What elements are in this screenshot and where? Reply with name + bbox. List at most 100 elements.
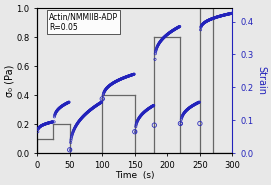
Point [83, 112, 88, 115]
Point [109, 83, 113, 86]
Point [209, 17, 214, 20]
Point [156, 44, 160, 47]
Point [188, 106, 193, 109]
Point [44, 122, 48, 125]
Point [214, 16, 218, 19]
Point [83, 113, 87, 116]
Point [227, 12, 231, 15]
Point [77, 120, 81, 123]
Point [64, 102, 68, 105]
Point [162, 36, 166, 39]
Point [78, 118, 82, 121]
Point [159, 39, 163, 42]
Point [219, 14, 223, 17]
Point [229, 12, 234, 15]
Point [60, 104, 64, 107]
Point [62, 103, 66, 106]
Point [55, 110, 59, 112]
Point [188, 106, 192, 109]
Point [86, 110, 90, 113]
Point [157, 41, 162, 44]
Point [50, 120, 54, 123]
Point [163, 35, 167, 38]
Point [163, 34, 168, 37]
Point [150, 105, 154, 108]
Y-axis label: σ₀ (Pa): σ₀ (Pa) [5, 65, 15, 97]
Point [105, 87, 109, 90]
Point [207, 18, 211, 21]
Point [51, 120, 55, 123]
Point [185, 108, 189, 111]
Point [104, 88, 108, 91]
Point [58, 106, 63, 109]
Point [86, 111, 90, 114]
Point [134, 124, 138, 127]
Point [53, 112, 58, 115]
Point [97, 102, 101, 105]
Point [159, 40, 163, 43]
Point [122, 76, 126, 79]
Point [212, 17, 216, 20]
Point [135, 120, 140, 123]
Point [78, 119, 82, 122]
Point [101, 97, 105, 100]
Point [130, 73, 135, 76]
Point [128, 74, 133, 77]
Point [199, 26, 203, 29]
Point [190, 104, 195, 107]
Point [96, 102, 101, 105]
Point [85, 111, 90, 114]
Point [111, 82, 115, 85]
Point [218, 15, 222, 18]
Point [132, 73, 136, 76]
Point [163, 35, 167, 38]
Point [165, 33, 169, 36]
Point [215, 15, 220, 18]
Point [56, 108, 60, 111]
Point [89, 108, 93, 111]
Point [193, 103, 198, 106]
Point [118, 78, 122, 81]
Point [151, 104, 156, 107]
Point [100, 97, 104, 100]
Point [157, 42, 161, 45]
Point [62, 103, 67, 106]
Point [148, 106, 153, 109]
Point [76, 120, 81, 123]
Point [205, 19, 210, 22]
Point [82, 114, 86, 117]
Point [94, 104, 98, 107]
Point [41, 123, 45, 126]
Point [167, 31, 172, 34]
Point [124, 75, 128, 78]
Point [220, 14, 224, 17]
Point [56, 108, 60, 111]
Point [149, 105, 154, 108]
Point [114, 80, 118, 83]
Point [217, 15, 221, 18]
Point [166, 32, 171, 35]
Point [94, 104, 99, 107]
Point [107, 85, 111, 88]
Point [136, 118, 140, 121]
Point [179, 118, 183, 121]
Point [71, 130, 75, 133]
Point [225, 13, 229, 16]
Point [120, 77, 125, 80]
Point [70, 134, 74, 137]
Point [99, 101, 103, 104]
Point [149, 105, 153, 108]
Point [213, 16, 217, 19]
Point [112, 81, 117, 84]
Point [201, 22, 206, 25]
Point [63, 103, 67, 106]
Point [82, 114, 87, 117]
Point [80, 116, 85, 119]
Point [63, 102, 68, 105]
Point [66, 101, 70, 104]
Point [183, 110, 187, 113]
Point [215, 16, 219, 18]
Point [220, 14, 224, 17]
Point [104, 87, 109, 90]
Point [82, 114, 86, 117]
